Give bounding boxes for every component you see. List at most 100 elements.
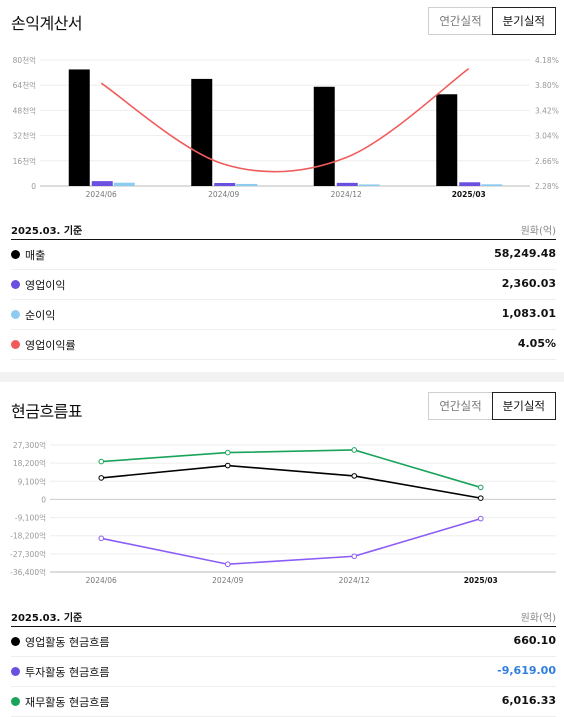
series-point-투자활동 현금흐름: [98, 535, 105, 542]
legend-dot: [11, 697, 20, 706]
left-tick-label: 16천억: [13, 156, 36, 166]
series-line-영업활동 현금흐름: [101, 464, 481, 499]
operating-margin-line: [100, 67, 470, 173]
series-point-투자활동 현금흐름: [477, 515, 484, 522]
bar-순이익: [481, 184, 503, 186]
cash-quarterly-button[interactable]: 분기실적: [491, 392, 556, 420]
y-tick-label: -27,300억: [10, 550, 46, 559]
left-tick-label: 32천억: [13, 131, 36, 141]
x-tick-label: 2024/06: [86, 576, 117, 584]
x-tick-label: 2024/12: [331, 190, 362, 199]
cash-table-header: 2025.03. 기준 원화(억): [11, 605, 556, 627]
income-period-toggle: 연간실적 분기실적: [428, 7, 556, 35]
cash-annual-button[interactable]: 연간실적: [428, 392, 492, 420]
right-tick-label: 3.04%: [535, 132, 559, 141]
bar-영업이익: [459, 182, 481, 186]
bar-순이익: [236, 183, 258, 186]
cash-row: 투자활동 현금흐름 -9,619.00: [11, 657, 556, 687]
income-unit: 원화(억): [520, 226, 556, 237]
cash-row-value: 660.10: [513, 634, 556, 647]
right-tick-label: 2.28%: [535, 182, 559, 191]
income-quarterly-button[interactable]: 분기실적: [491, 7, 556, 35]
cash-row: 재무활동 현금흐름 6,016.33: [11, 687, 556, 717]
legend-dot: [11, 310, 20, 319]
y-tick-label: 27,300억: [13, 441, 46, 450]
income-basis-date: 2025.03. 기준: [11, 226, 83, 237]
left-tick-label: 80천억: [13, 55, 36, 65]
series-point-영업활동 현금흐름: [224, 462, 231, 469]
income-row-value: 2,360.03: [501, 277, 556, 290]
income-row-label: 영업이익: [25, 279, 66, 292]
income-annual-button[interactable]: 연간실적: [428, 7, 492, 35]
income-row-label: 매출: [25, 249, 46, 262]
series-point-재무활동 현금흐름: [351, 447, 358, 453]
income-row: 영업이익률 4.05%: [11, 330, 556, 360]
legend-dot: [11, 667, 20, 676]
bar-순이익: [113, 182, 135, 186]
x-tick-label: 2024/09: [212, 576, 243, 584]
y-tick-label: 18,200억: [13, 459, 46, 468]
income-row-value: 58,249.48: [494, 247, 556, 260]
x-tick-label: 2025/03: [452, 190, 486, 199]
series-point-재무활동 현금흐름: [98, 458, 105, 465]
y-tick-label: 9,100억: [18, 477, 46, 486]
legend-dot: [11, 340, 20, 349]
income-title: 손익계산서: [11, 14, 83, 33]
cash-row-label: 재무활동 현금흐름: [25, 696, 110, 709]
x-tick-label: 2024/09: [208, 190, 239, 199]
cash-chart: 27,300억 18,200억 9,100억 0 -9,100억 -18,200억 -27,…: [10, 441, 556, 584]
bar-영업이익: [91, 181, 113, 186]
left-tick-label: 48천억: [13, 105, 36, 115]
right-tick-label: 3.42%: [535, 106, 559, 115]
income-row-label: 순이익: [25, 309, 56, 322]
bar-순이익: [358, 184, 380, 186]
series-point-영업활동 현금흐름: [98, 475, 105, 481]
income-chart: 80천억 4.18% 64천억 3.80% 48천억 3.42% 32천억 3.04% 16천억…: [13, 55, 559, 199]
cash-row: 영업활동 현금흐름 660.10: [11, 627, 556, 657]
bar-영업이익: [214, 183, 236, 186]
series-line-투자활동 현금흐름: [101, 517, 481, 566]
x-tick-label: 2025/03: [464, 576, 498, 584]
y-tick-label: 0: [41, 495, 46, 504]
bar-매출: [191, 78, 213, 186]
right-tick-label: 4.18%: [535, 56, 559, 65]
income-row-value: 4.05%: [517, 337, 556, 350]
y-tick-label: -18,200억: [10, 532, 46, 541]
right-tick-label: 3.80%: [535, 81, 559, 90]
series-line-재무활동 현금흐름: [101, 449, 481, 489]
series-point-영업활동 현금흐름: [351, 473, 358, 479]
bar-매출: [313, 86, 335, 186]
x-tick-label: 2024/06: [86, 190, 117, 199]
cash-period-toggle: 연간실적 분기실적: [428, 392, 556, 420]
income-row: 매출 58,249.48: [11, 240, 556, 270]
income-row: 영업이익 2,360.03: [11, 270, 556, 300]
income-statement-section: 손익계산서 연간실적 분기실적 80천억 4.18% 64천억 3.80% 48천억 3.…: [11, 7, 559, 360]
x-tick-label: 2024/12: [339, 576, 370, 584]
series-point-재무활동 현금흐름: [224, 449, 231, 456]
legend-dot: [11, 637, 20, 646]
series-point-투자활동 현금흐름: [224, 561, 231, 568]
left-tick-label: 64천억: [13, 80, 36, 90]
y-tick-label: -9,100억: [15, 514, 46, 523]
income-row-label: 영업이익률: [25, 339, 76, 352]
legend-dot: [11, 250, 20, 259]
series-point-재무활동 현금흐름: [477, 484, 484, 491]
cash-title: 현금흐름표: [11, 402, 83, 421]
y-tick-label: -36,400억: [10, 568, 46, 577]
cash-basis-date: 2025.03. 기준: [11, 613, 83, 624]
cash-row-label: 투자활동 현금흐름: [25, 666, 110, 679]
series-point-투자활동 현금흐름: [351, 553, 358, 560]
legend-dot: [11, 280, 20, 289]
income-table-header: 2025.03. 기준 원화(억): [11, 218, 556, 240]
bar-매출: [68, 69, 90, 186]
bar-매출: [436, 94, 458, 186]
right-tick-label: 2.66%: [535, 157, 559, 166]
income-row-value: 1,083.01: [501, 307, 556, 320]
cash-flow-section: 현금흐름표 연간실적 분기실적 27,300억 18,200억 9,100억 0 -9,…: [0, 382, 564, 717]
cash-row-label: 영업활동 현금흐름: [25, 636, 110, 649]
cash-row-value: 6,016.33: [501, 694, 556, 707]
cash-unit: 원화(억): [520, 613, 556, 624]
bar-영업이익: [336, 182, 358, 186]
left-tick-label: 0: [31, 182, 36, 191]
income-row: 순이익 1,083.01: [11, 300, 556, 330]
